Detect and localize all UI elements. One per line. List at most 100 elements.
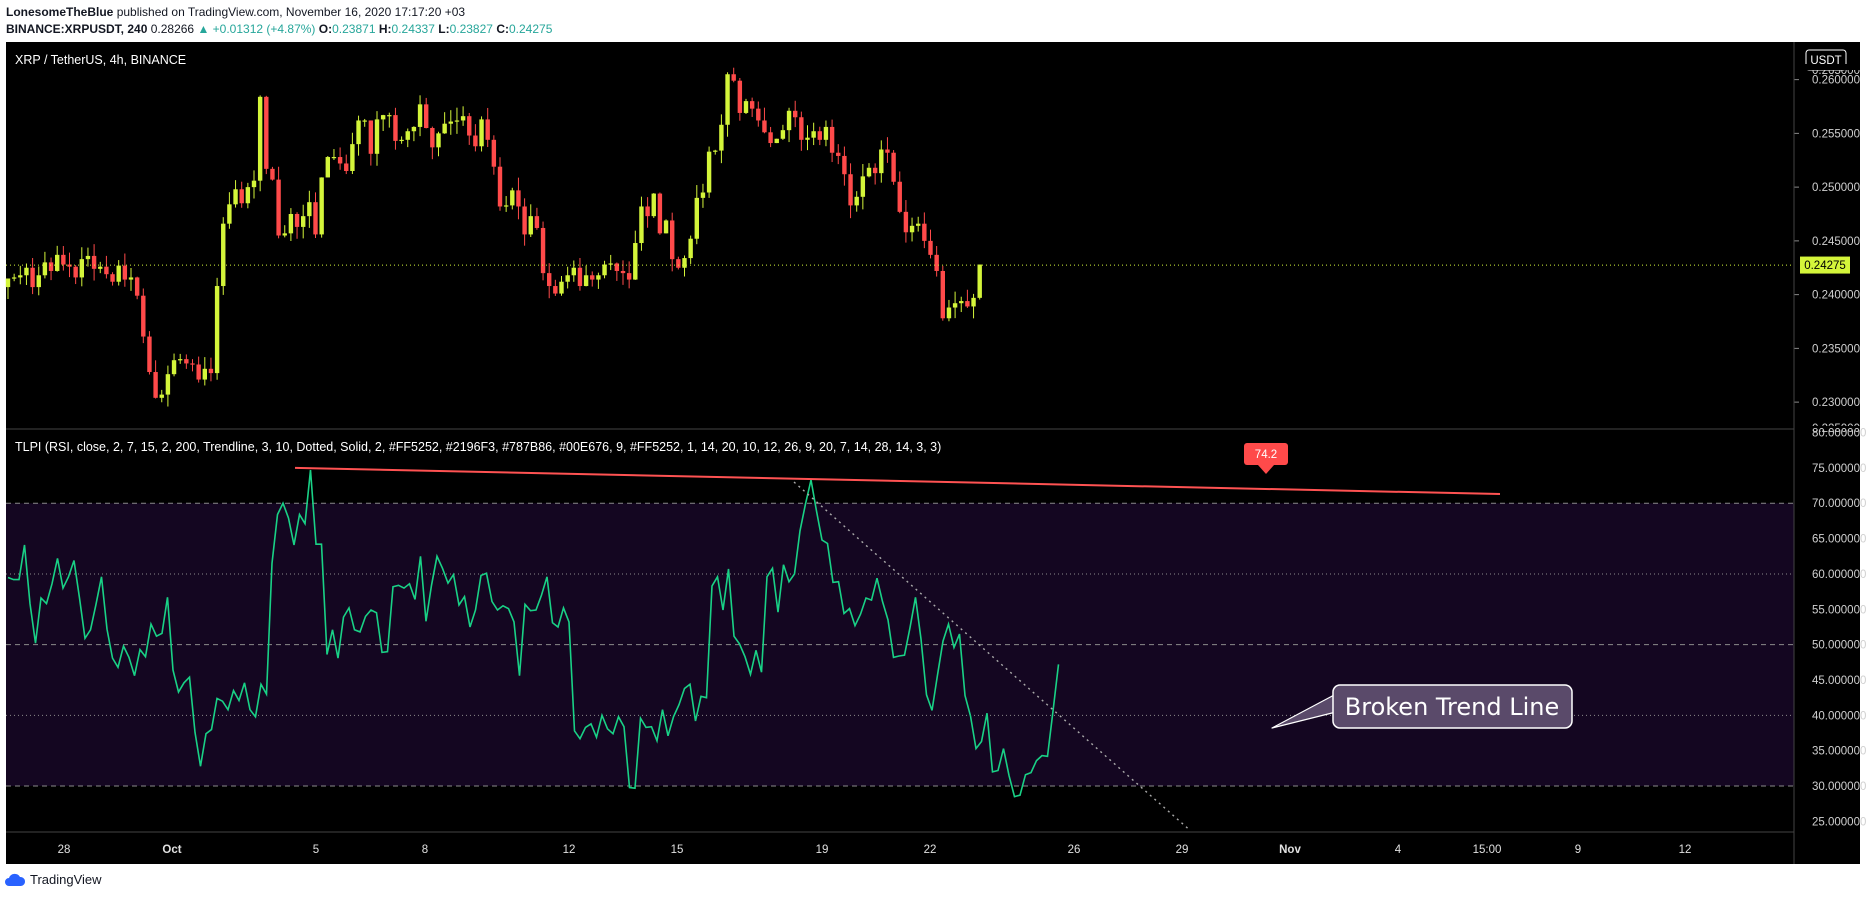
- candle-body: [922, 223, 927, 241]
- publisher-name[interactable]: LonesomeTheBlue: [6, 5, 114, 19]
- time-tick-label: 9: [1575, 844, 1581, 856]
- low-value: 0.23827: [449, 22, 493, 36]
- candle-body: [676, 259, 681, 268]
- rsi-axis-labels: 25.000000 30.000000 35.000000 40.000000 45.0…: [1812, 428, 1866, 829]
- callout-box[interactable]: [1332, 684, 1573, 729]
- candle-body: [768, 132, 773, 144]
- candle-body: [503, 205, 509, 207]
- candle-body: [860, 176, 866, 197]
- time-axis-labels: 28 Oct 5 8 12 15 19 22 26 29 Nov 4 15:00 9 12: [58, 844, 1692, 856]
- candle-body: [344, 163, 349, 171]
- candle-body: [282, 233, 287, 236]
- trendline[interactable]: [294, 466, 1501, 496]
- last-price-tag: [1800, 256, 1850, 274]
- candle-body: [737, 80, 743, 113]
- candle-body: [731, 74, 736, 81]
- peak-label: 74.2: [1244, 443, 1288, 474]
- time-tick-label: Oct: [162, 844, 181, 856]
- candle-body: [301, 216, 306, 227]
- candle-body: [473, 135, 478, 147]
- candle-body: [405, 131, 410, 140]
- price-axis-labels: 0.230000 0.235000 0.240000 0.245000 0.250000…: [1812, 75, 1860, 410]
- candle-body: [645, 206, 650, 217]
- candle-body: [694, 197, 699, 239]
- time-tick-label: 5: [313, 844, 319, 856]
- symbol: BINANCE:XRPUSDT, 240: [6, 22, 148, 36]
- candle-body: [583, 275, 589, 287]
- candle-body: [11, 277, 17, 279]
- rsi-tick-label: 35.000000: [1812, 746, 1866, 758]
- time-tick-label: Nov: [1279, 844, 1301, 856]
- candle-body: [811, 131, 816, 138]
- candle-body: [719, 124, 724, 151]
- candle-body: [805, 137, 810, 140]
- annotation-callout[interactable]: Broken Trend Line: [1271, 684, 1573, 729]
- candle-body: [141, 295, 146, 337]
- candle-body: [288, 214, 294, 234]
- candle-body: [799, 117, 804, 140]
- price-tick-label: 0.250000: [1812, 182, 1860, 194]
- candle-body: [79, 259, 84, 278]
- candle-body: [897, 181, 902, 212]
- candle-body: [380, 115, 386, 120]
- candle-body: [270, 168, 275, 180]
- candle-body: [184, 359, 189, 364]
- candle-body: [393, 115, 398, 141]
- candle-body: [977, 264, 982, 298]
- price-pane-title: XRP / TetherUS, 4h, BINANCE: [15, 53, 186, 67]
- low-label: L:: [438, 22, 450, 36]
- candle-body: [454, 120, 460, 122]
- publish-line: LonesomeTheBlue published on TradingView…: [6, 5, 465, 19]
- candle-body: [940, 270, 945, 319]
- candle-body: [590, 275, 595, 280]
- candle-body: [30, 267, 35, 288]
- candle-body: [307, 202, 312, 217]
- candle-body: [479, 119, 484, 147]
- peak-label-text: 74.2: [1255, 449, 1277, 461]
- candle-body: [313, 202, 318, 235]
- candle-body: [264, 96, 269, 169]
- rsi-line: [7, 469, 1060, 798]
- rsi-tick-label: 80.000000: [1812, 428, 1866, 440]
- price-grid: [1794, 79, 1799, 403]
- candle-body: [362, 120, 367, 122]
- time-tick-label: 8: [422, 844, 428, 856]
- open-label: O:: [318, 22, 333, 36]
- candle-body: [633, 243, 638, 280]
- candle-body: [534, 216, 540, 228]
- candle-body: [706, 151, 712, 193]
- candle-body: [891, 152, 896, 182]
- footer[interactable]: TradingView: [4, 872, 102, 887]
- price-tick-label: 0.235000: [1812, 343, 1860, 355]
- candle-body: [134, 277, 140, 296]
- time-tick-label: 12: [563, 844, 576, 856]
- candle-body: [55, 254, 60, 271]
- candle-body: [608, 263, 613, 265]
- callout-text: Broken Trend Line: [1345, 693, 1559, 721]
- candle-body: [842, 155, 847, 175]
- rsi-tick-label: 60.000000: [1812, 569, 1866, 581]
- candle-body: [866, 167, 872, 177]
- candle-body: [528, 216, 533, 235]
- candle-body: [430, 128, 435, 148]
- price-tick-label: 0.255000: [1812, 128, 1860, 140]
- time-tick-label: 22: [924, 844, 937, 856]
- candle-body: [872, 167, 878, 174]
- time-tick-label: 4: [1395, 844, 1402, 856]
- callout-joint: [1334, 696, 1340, 710]
- last-price-tag-label: 0.24275: [1804, 260, 1846, 272]
- candle-body: [91, 255, 97, 269]
- candle-body: [190, 363, 195, 365]
- candle-body: [257, 96, 263, 181]
- candle-body: [424, 104, 429, 128]
- candle-body: [356, 120, 361, 145]
- candle-body: [460, 116, 466, 121]
- candle-body: [823, 126, 829, 140]
- candle-body: [417, 104, 423, 127]
- candle-body: [879, 149, 884, 174]
- candle-body: [36, 275, 41, 288]
- candle-body: [571, 267, 576, 276]
- candle-body: [171, 360, 177, 375]
- candle-body: [510, 190, 515, 206]
